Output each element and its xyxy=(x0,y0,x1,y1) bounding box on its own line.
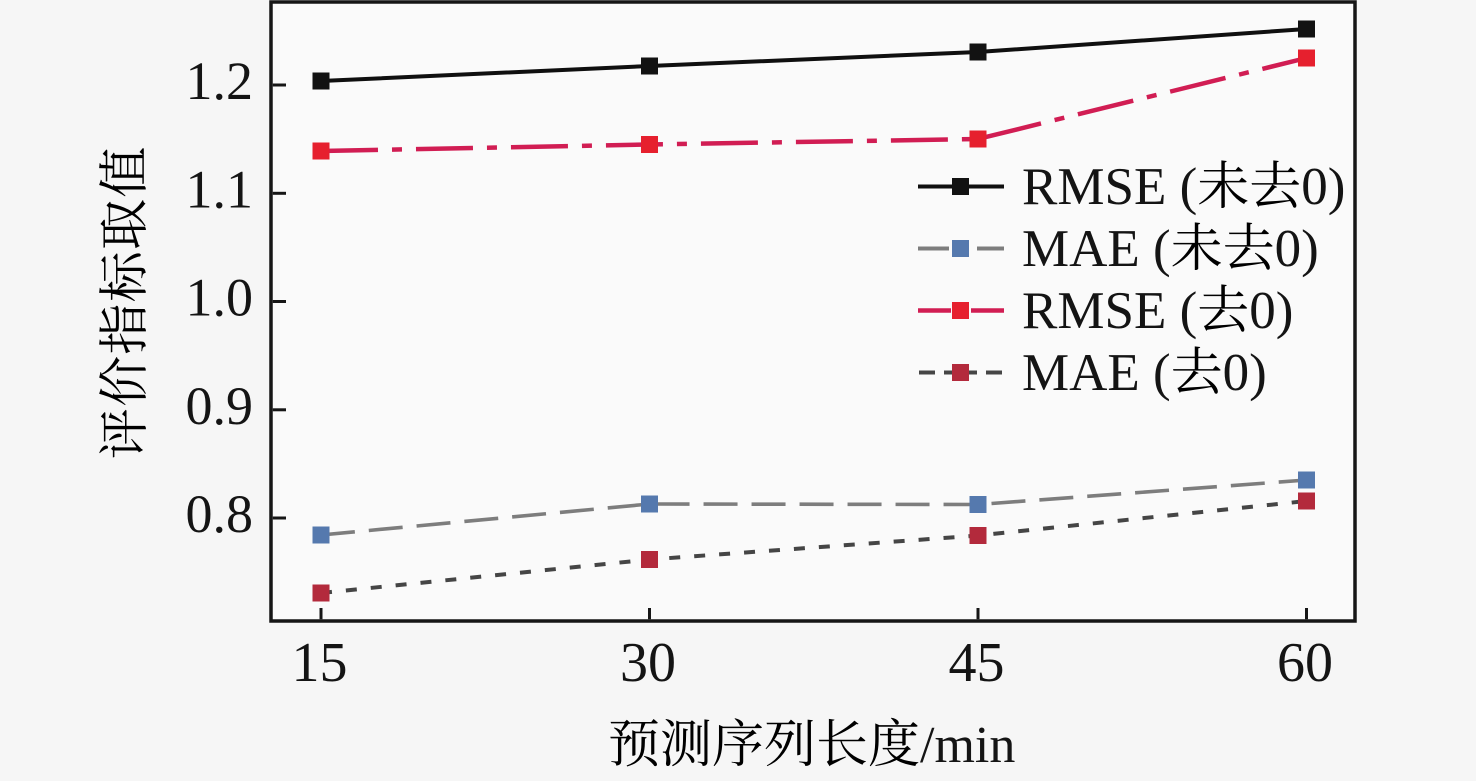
svg-text:0): 0) xyxy=(1249,282,1293,340)
svg-text:RMSE (: RMSE ( xyxy=(1022,158,1197,216)
svg-text:MAE (: MAE ( xyxy=(1022,220,1171,278)
svg-text:60: 60 xyxy=(1277,632,1333,694)
svg-text:0): 0) xyxy=(1275,220,1319,278)
svg-text:30: 30 xyxy=(620,632,676,694)
svg-text:1.1: 1.1 xyxy=(186,159,254,219)
svg-text:0): 0) xyxy=(1223,344,1267,402)
svg-text:0.8: 0.8 xyxy=(186,484,254,544)
svg-text:1.2: 1.2 xyxy=(186,51,254,111)
svg-text:1.0: 1.0 xyxy=(186,268,254,328)
svg-text:RMSE (: RMSE ( xyxy=(1022,282,1197,340)
svg-text:/min: /min xyxy=(920,717,1015,774)
svg-text:15: 15 xyxy=(292,632,348,694)
svg-text:MAE (: MAE ( xyxy=(1022,344,1171,402)
svg-text:0): 0) xyxy=(1301,158,1345,216)
svg-text:0.9: 0.9 xyxy=(186,376,254,436)
svg-text:45: 45 xyxy=(949,632,1005,694)
